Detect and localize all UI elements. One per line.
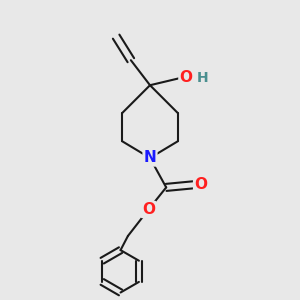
Text: N: N <box>144 150 156 165</box>
Text: O: O <box>179 70 192 86</box>
Text: O: O <box>194 177 207 192</box>
Text: H: H <box>197 71 209 85</box>
Text: O: O <box>142 202 155 217</box>
